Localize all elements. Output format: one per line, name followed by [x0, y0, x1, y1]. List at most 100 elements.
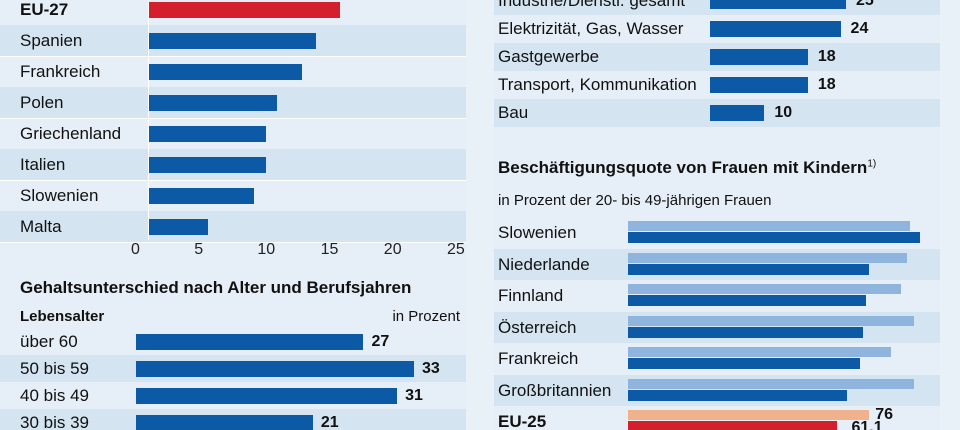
- employment-bar-light: [628, 347, 892, 357]
- age-column-label: Lebensalter: [20, 308, 105, 325]
- age-value: 27: [371, 333, 390, 350]
- country-label: Polen: [20, 93, 64, 112]
- employment-label: Finnland: [498, 286, 564, 305]
- country-row: Polen: [0, 87, 466, 118]
- country-bar: [148, 95, 278, 111]
- age-bar: [136, 415, 313, 430]
- sector-row: Gastgewerbe 18: [494, 43, 940, 71]
- sector-row: Elektrizität, Gas, Wasser 24: [494, 15, 940, 43]
- country-row: Italien: [0, 149, 466, 180]
- panel-sector-gap: Industrie/Dienstl. gesamt 25 Elektrizität,…: [494, 0, 940, 130]
- age-label: 30 bis 39: [20, 413, 89, 430]
- age-row: 30 bis 39 21: [0, 409, 466, 430]
- row-separator: [0, 242, 466, 243]
- sector-bar: [710, 77, 808, 93]
- employment-bar-dark: [628, 326, 863, 338]
- employment-bar-dark: [628, 295, 867, 306]
- country-label: Spanien: [20, 31, 83, 50]
- employment-bar-light: [628, 252, 908, 263]
- sector-label: Transport, Kommunikation: [498, 75, 697, 94]
- age-bar: [136, 334, 364, 350]
- employment-label: EU-25: [498, 412, 547, 430]
- sector-row: Industrie/Dienstl. gesamt 25: [494, 0, 940, 15]
- axis-tick-label: 20: [383, 241, 402, 258]
- country-row: EU-27: [0, 0, 466, 25]
- age-chart-title: Gehaltsunterschied nach Alter und Berufs…: [20, 278, 412, 297]
- sector-bar: [710, 0, 846, 9]
- age-row: 40 bis 49 31: [0, 382, 466, 409]
- age-value: 33: [422, 360, 440, 377]
- eu-dark-value: 61,1: [851, 419, 883, 430]
- axis-tick-label: 5: [194, 241, 204, 258]
- axis-tick-label: 15: [320, 241, 339, 258]
- employment-bar-light: [628, 315, 914, 326]
- sector-row: Transport, Kommunikation 18: [494, 71, 940, 99]
- country-bar: [148, 33, 317, 49]
- employment-subtitle: in Prozent der 20- bis 49-jährigen Fraue…: [498, 192, 772, 209]
- employment-chart-title: Beschäftigungsquote von Frauen mit Kinde…: [498, 158, 876, 178]
- employment-bar-dark: [628, 421, 838, 430]
- panel-age-gap: Gehaltsunterschied nach Alter und Berufs…: [0, 268, 466, 430]
- country-label: Griechenland: [20, 124, 122, 143]
- employment-bar-dark: [628, 232, 920, 243]
- age-bar: [136, 388, 398, 404]
- sector-label: Industrie/Dienstl. gesamt: [498, 0, 686, 10]
- country-row: Slowenien: [0, 180, 466, 211]
- country-label: Italien: [20, 155, 66, 174]
- country-bar: [148, 188, 254, 204]
- employment-label: Großbritannien: [498, 380, 612, 400]
- employment-bar-light: [628, 410, 870, 420]
- sector-label: Gastgewerbe: [498, 47, 600, 66]
- employment-bar-light: [628, 221, 911, 231]
- age-label: 50 bis 59: [20, 359, 89, 378]
- employment-label: Slowenien: [498, 223, 577, 242]
- age-unit-label: in Prozent: [392, 308, 460, 325]
- sector-label: Elektrizität, Gas, Wasser: [498, 19, 684, 38]
- axis-tick-label: 0: [131, 241, 140, 258]
- country-bar: [148, 126, 267, 142]
- country-label: Frankreich: [20, 62, 101, 81]
- employment-bar-dark: [628, 263, 870, 275]
- country-row: Malta: [0, 211, 466, 242]
- sector-value: 18: [817, 76, 836, 93]
- employment-row: Niederlande: [494, 248, 940, 280]
- employment-bar-dark: [628, 358, 860, 369]
- row-separator: [0, 180, 466, 181]
- age-row: über 60 27: [0, 328, 466, 355]
- row-separator: [0, 56, 466, 57]
- age-label: 40 bis 49: [20, 386, 89, 405]
- employment-label: Niederlande: [498, 254, 590, 274]
- employment-row: Finnland: [494, 280, 940, 312]
- employment-bar-dark: [628, 389, 847, 401]
- sector-bar: [710, 105, 765, 121]
- country-bar: [148, 219, 209, 235]
- sector-bar: [710, 21, 841, 37]
- country-label: EU-27: [20, 0, 69, 19]
- employment-row: Großbritannien: [494, 374, 940, 406]
- row-separator: [0, 118, 466, 119]
- sector-value: 18: [817, 48, 836, 65]
- age-row: 50 bis 59 33: [0, 355, 466, 382]
- employment-label: Frankreich: [498, 349, 579, 368]
- country-bar: [148, 2, 341, 18]
- employment-bar-light: [628, 284, 901, 294]
- axis-tick-label: 25: [447, 241, 465, 258]
- axis-tick-label: 10: [257, 241, 276, 258]
- age-label: über 60: [20, 332, 78, 351]
- sector-bar: [710, 49, 808, 65]
- employment-label: Österreich: [498, 317, 577, 337]
- employment-row: Frankreich: [494, 343, 940, 375]
- employment-row: EU-25 76 61,1: [494, 406, 940, 430]
- country-bar: [148, 157, 267, 173]
- axis-line: [148, 0, 149, 240]
- country-row: Spanien: [0, 25, 466, 56]
- sector-label: Bau: [498, 103, 529, 122]
- employment-bar-light: [628, 378, 914, 389]
- footnote-marker: 1): [867, 158, 877, 170]
- sector-value: 10: [774, 104, 793, 121]
- employment-row: Slowenien: [494, 217, 940, 249]
- age-value: 31: [405, 387, 423, 404]
- sector-value: 25: [856, 0, 874, 9]
- sector-value: 24: [850, 20, 869, 37]
- employment-row: Österreich: [494, 311, 940, 343]
